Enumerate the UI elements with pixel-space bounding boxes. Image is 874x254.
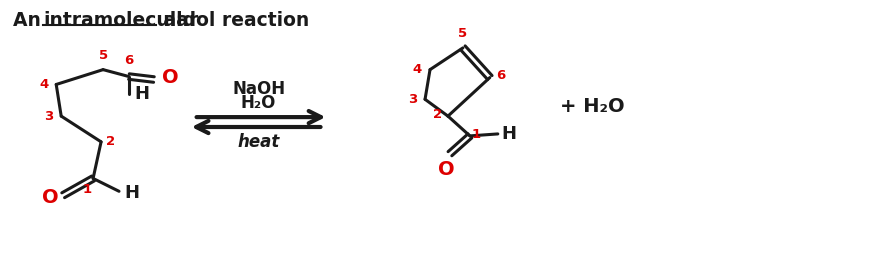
Text: 4: 4 (39, 78, 48, 91)
Text: 2: 2 (433, 108, 442, 121)
Text: 3: 3 (44, 110, 53, 123)
Text: 5: 5 (458, 27, 468, 40)
Text: 4: 4 (413, 63, 422, 76)
Text: H: H (502, 125, 517, 143)
Text: 6: 6 (496, 69, 505, 82)
Text: 3: 3 (408, 93, 417, 106)
Text: H: H (134, 85, 149, 103)
Text: intramolecular: intramolecular (43, 11, 198, 30)
Text: 2: 2 (106, 135, 115, 148)
Text: 1: 1 (82, 183, 92, 196)
Text: aldol reaction: aldol reaction (157, 11, 309, 30)
Text: + H₂O: + H₂O (559, 97, 624, 116)
Text: An: An (13, 11, 48, 30)
Text: 6: 6 (124, 54, 134, 67)
Text: O: O (42, 188, 59, 207)
Text: 1: 1 (472, 128, 481, 141)
Text: NaOH: NaOH (232, 81, 285, 98)
Text: H: H (124, 184, 139, 202)
Text: O: O (162, 68, 178, 87)
Text: heat: heat (238, 133, 280, 151)
Text: O: O (438, 160, 454, 179)
Text: H₂O: H₂O (241, 94, 276, 112)
Text: 5: 5 (99, 49, 108, 62)
